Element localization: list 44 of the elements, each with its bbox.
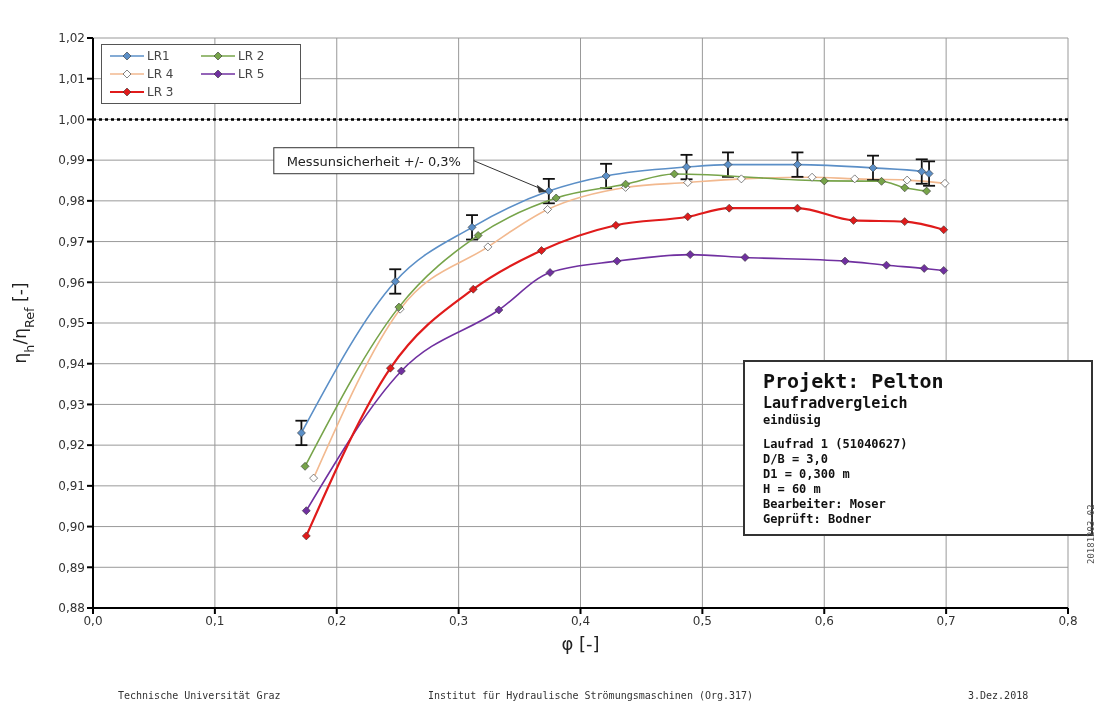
y-tick-label: 0,96: [58, 275, 85, 290]
x-tick-label: 0,8: [1058, 613, 1078, 628]
legend-label: LR1: [146, 49, 171, 63]
y-tick-label: 1,01: [58, 71, 85, 86]
legend-label: LR 3: [146, 85, 175, 99]
y-tick-label: 0,94: [58, 356, 85, 371]
text: 3.Dez.2018: [968, 690, 1029, 701]
x-tick-label: 0,5: [692, 613, 712, 628]
x-tick-label: 0,6: [814, 613, 834, 628]
x-tick-label: 0,4: [570, 613, 591, 628]
text: Technische Universität Graz: [118, 690, 281, 701]
y-tick-label: 0,93: [58, 397, 85, 412]
y-tick-label: 0,99: [58, 153, 85, 168]
annotation: Bearbeiter: Moser: [763, 497, 887, 511]
x-tick-label: 0,0: [83, 613, 103, 628]
y-tick-label: 0,98: [58, 194, 85, 209]
y-tick-label: 0,95: [58, 316, 85, 331]
x-tick-label: 0,2: [327, 613, 347, 628]
x-tick-label: 0,3: [449, 613, 469, 628]
x-tick-label: 0,7: [936, 613, 956, 628]
legend-label: LR 2: [237, 49, 266, 63]
annotation: D/B = 3,0: [763, 452, 830, 466]
legend-label: LR 4: [146, 67, 175, 81]
annotation: Projekt: Pelton: [763, 369, 945, 393]
y-tick-label: 1,02: [58, 31, 85, 46]
text: Institut für Hydraulische Strömungsmaschinen (Org.317): [428, 690, 754, 701]
annotation: Laufrad 1 (51040627): [763, 437, 909, 451]
y-tick-label: 0,89: [58, 560, 85, 575]
y-tick-label: 0,91: [58, 479, 85, 494]
annotation: Geprüft: Bodner: [763, 512, 873, 526]
x-axis-title: φ [-]: [561, 633, 600, 654]
text: 20181203-02: [1086, 504, 1096, 564]
annotation: D1 = 0,300 m: [763, 467, 851, 481]
y-tick-label: 0,97: [58, 234, 85, 249]
y-tick-label: 0,88: [58, 601, 85, 616]
y-tick-label: 0,90: [58, 519, 85, 534]
annotation: Messunsicherheit +/- 0,3%: [286, 153, 461, 169]
legend-label: LR 5: [237, 67, 266, 81]
annotation: Laufradvergleich: [763, 394, 909, 412]
y-tick-label: 0,92: [58, 438, 85, 453]
annotation: H = 60 m: [763, 482, 822, 496]
annotation: eindüsig: [763, 413, 822, 427]
x-tick-label: 0,1: [205, 613, 225, 628]
y-tick-label: 1,00: [58, 112, 85, 127]
